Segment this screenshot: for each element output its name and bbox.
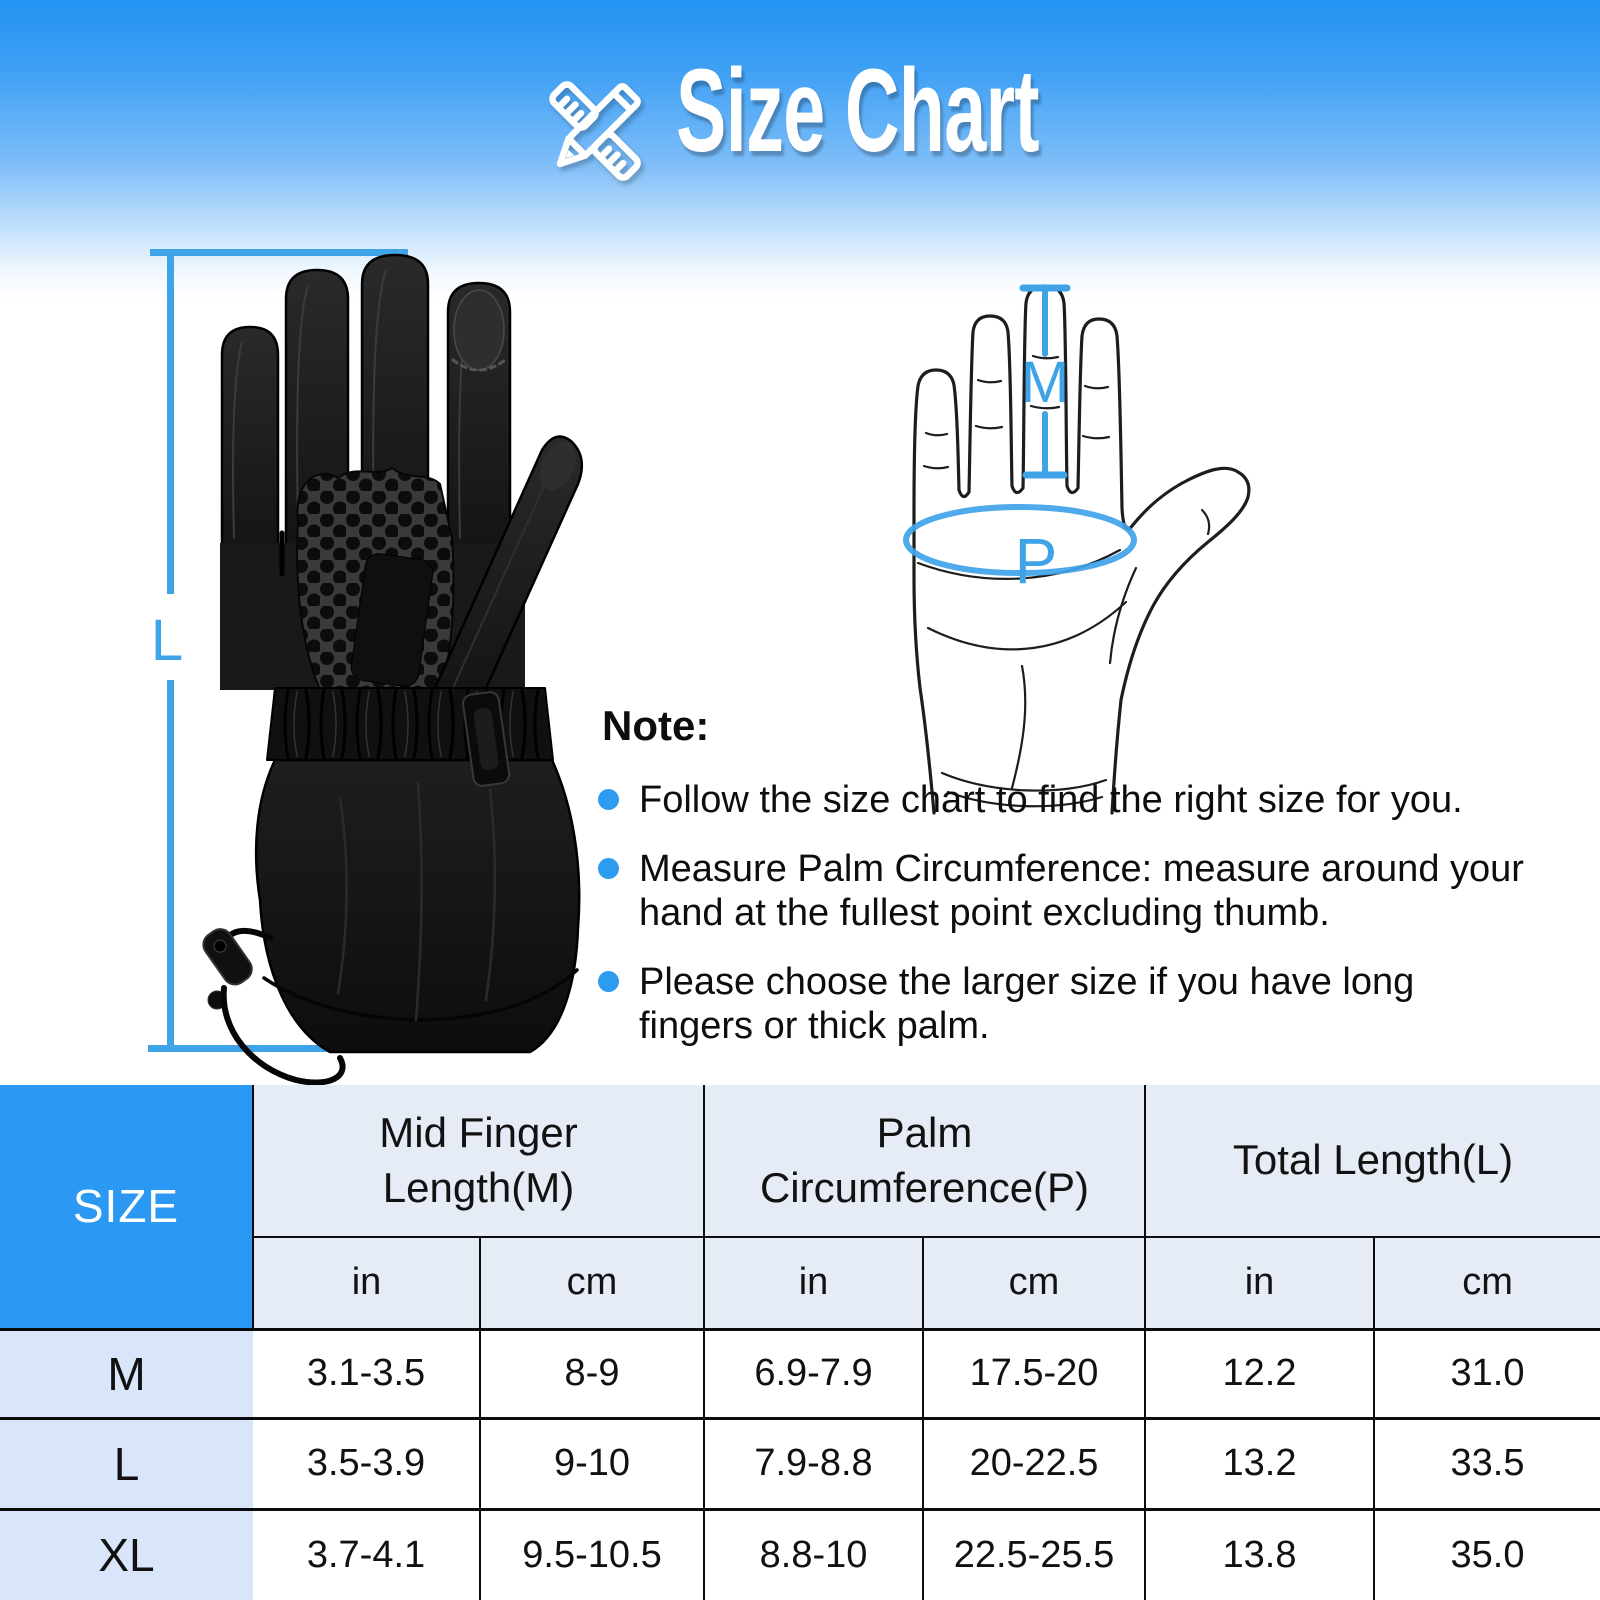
table-row: L 3.5-3.9 9-10 7.9-8.8 20-22.5 13.2 33.5	[0, 1416, 1600, 1511]
table-row: XL 3.7-4.1 9.5-10.5 8.8-10 22.5-25.5 13.8 35.0	[0, 1507, 1600, 1600]
value-cell: 35.0	[1373, 1507, 1600, 1600]
unit-header: in	[252, 1236, 481, 1330]
unit-header: in	[1144, 1236, 1376, 1330]
unit-header: in	[703, 1236, 924, 1330]
pencil-ruler-icon	[549, 81, 641, 181]
group-header: Total Length(L)	[1144, 1085, 1600, 1238]
total-length-label: L	[150, 608, 184, 673]
length-bracket-line-lower	[167, 680, 174, 1046]
note-bullet-text: Follow the size chart to find the right …	[639, 779, 1463, 821]
size-cell: L	[0, 1416, 253, 1511]
bullet-dot-icon	[598, 971, 619, 992]
value-cell: 22.5-25.5	[921, 1507, 1147, 1600]
value-cell: 3.5-3.9	[253, 1416, 481, 1511]
size-column-header: SIZE	[0, 1085, 254, 1330]
mid-finger-label: M	[1021, 350, 1069, 415]
unit-header: cm	[479, 1236, 705, 1330]
note-bullet-text: Please choose the larger size if you hav…	[639, 961, 1415, 1047]
value-cell: 9-10	[479, 1416, 705, 1511]
value-cell: 3.1-3.5	[253, 1327, 481, 1420]
size-cell: M	[0, 1327, 253, 1420]
value-cell: 20-22.5	[921, 1416, 1147, 1511]
value-cell: 13.8	[1144, 1507, 1376, 1600]
note-bullet: Follow the size chart to find the right …	[598, 778, 1598, 822]
value-cell: 17.5-20	[921, 1327, 1147, 1420]
palm-circumference-label: P	[1015, 525, 1058, 597]
unit-header: cm	[1373, 1236, 1600, 1330]
note-bullet: Measure Palm Circumference: measure arou…	[598, 847, 1598, 935]
glove-photo	[202, 253, 584, 1086]
unit-header: cm	[921, 1236, 1147, 1330]
length-bracket-top-cap	[150, 249, 408, 256]
note-section: Note: Follow the size chart to find the …	[598, 702, 1598, 1073]
bullet-dot-icon	[598, 789, 619, 810]
note-bullet-text: Measure Palm Circumference: measure arou…	[639, 848, 1524, 934]
table-unit-header-row: in cm in cm in cm	[0, 1236, 1600, 1330]
group-header: Palm Circumference(P)	[702, 1085, 1147, 1238]
value-cell: 31.0	[1373, 1327, 1600, 1420]
length-bracket-line-upper	[167, 256, 174, 594]
value-cell: 8.8-10	[703, 1507, 924, 1600]
value-cell: 9.5-10.5	[479, 1507, 705, 1600]
size-table: SIZE Mid Finger Length(M) Palm Circumfere…	[0, 1085, 1600, 1600]
table-group-header-row: SIZE Mid Finger Length(M) Palm Circumfere…	[0, 1085, 1600, 1330]
value-cell: 33.5	[1373, 1416, 1600, 1511]
note-heading: Note:	[602, 702, 710, 749]
length-bracket-bottom-cap	[148, 1045, 406, 1052]
value-cell: 7.9-8.8	[703, 1416, 924, 1511]
value-cell: 13.2	[1144, 1416, 1376, 1511]
page-title: Size Chart	[676, 45, 1040, 177]
value-cell: 8-9	[479, 1327, 705, 1420]
value-cell: 6.9-7.9	[703, 1327, 924, 1420]
value-cell: 12.2	[1144, 1327, 1376, 1420]
value-cell: 3.7-4.1	[253, 1507, 481, 1600]
bullet-dot-icon	[598, 858, 619, 879]
hand-diagram: M P	[903, 284, 1251, 815]
table-row: M 3.1-3.5 8-9 6.9-7.9 17.5-20 12.2 31.0	[0, 1327, 1600, 1420]
note-bullet: Please choose the larger size if you hav…	[598, 960, 1598, 1048]
group-header: Mid Finger Length(M)	[252, 1085, 705, 1238]
size-cell: XL	[0, 1507, 253, 1600]
note-list: Follow the size chart to find the right …	[598, 778, 1598, 1048]
